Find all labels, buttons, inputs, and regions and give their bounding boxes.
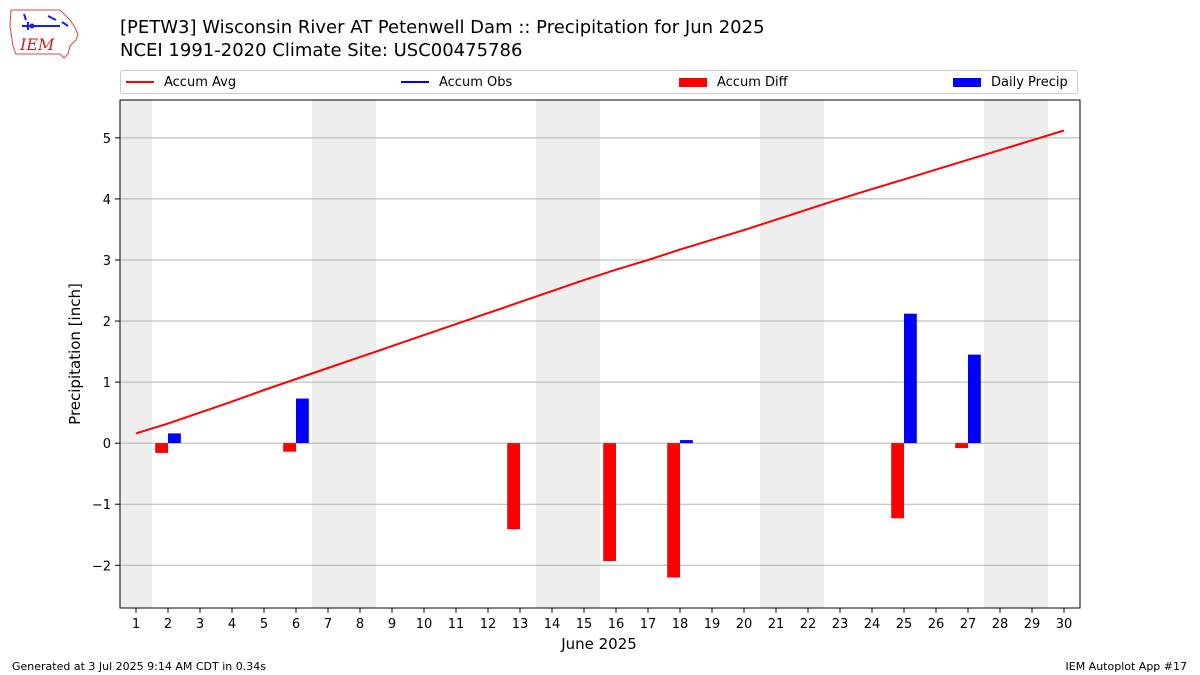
- x-tick-label: 2: [164, 617, 172, 632]
- x-tick-label: 1: [132, 617, 140, 632]
- iem-logo: IEM: [9, 9, 79, 59]
- x-tick-label: 20: [736, 617, 753, 632]
- x-tick-label: 12: [480, 617, 497, 632]
- x-tick-label: 27: [960, 617, 977, 632]
- x-tick-label: 26: [928, 617, 945, 632]
- y-tick-label: 1: [103, 376, 111, 391]
- x-tick-label: 21: [768, 617, 785, 632]
- x-tick-label: 16: [608, 617, 625, 632]
- daily-precip-bar: [296, 398, 309, 444]
- x-tick-label: 17: [640, 617, 657, 632]
- accum-diff-bar: [507, 443, 520, 530]
- accum-diff-bar: [155, 443, 168, 453]
- daily-precip-bar: [168, 433, 181, 444]
- weekend-shade: [568, 100, 600, 608]
- accum-diff-bar: [283, 443, 296, 452]
- daily-precip-bar: [904, 313, 917, 444]
- x-tick-label: 10: [416, 617, 433, 632]
- bars: [155, 313, 981, 578]
- x-tick-label: 5: [260, 617, 268, 632]
- x-tick-label: 25: [896, 617, 913, 632]
- x-tick-label: 7: [324, 617, 332, 632]
- x-tick-label: 23: [832, 617, 849, 632]
- y-tick-label: 4: [103, 193, 111, 208]
- legend-daily-precip-swatch: [953, 77, 981, 87]
- x-tick-label: 18: [672, 617, 689, 632]
- legend-accum-obs: Accum Obs: [401, 71, 512, 93]
- legend-daily-precip: Daily Precip: [953, 71, 1068, 93]
- x-tick-label: 6: [292, 617, 300, 632]
- accum-diff-bar: [667, 443, 680, 578]
- legend-accum-avg: Accum Avg: [126, 71, 236, 93]
- accum-diff-bar: [891, 443, 904, 519]
- x-axis-label: June 2025: [560, 635, 637, 653]
- legend-accum-avg-swatch: [126, 81, 154, 83]
- y-axis-label: Precipitation [inch]: [66, 283, 84, 425]
- weekend-shade: [120, 100, 152, 608]
- x-tick-label: 9: [388, 617, 396, 632]
- y-tick-label: 2: [103, 315, 111, 330]
- chart-title: [PETW3] Wisconsin River AT Petenwell Dam…: [120, 17, 765, 38]
- x-tick-label: 3: [196, 617, 204, 632]
- legend-accum-diff: Accum Diff: [679, 71, 788, 93]
- legend-accum-diff-swatch: [679, 77, 707, 87]
- weather-station-icon: [22, 13, 69, 30]
- legend-accum-diff-label: Accum Diff: [717, 74, 788, 90]
- x-tick-label: 4: [228, 617, 236, 632]
- legend-accum-obs-label: Accum Obs: [439, 74, 513, 90]
- x-tick-label: 8: [356, 617, 364, 632]
- legend-accum-obs-swatch: [401, 81, 429, 83]
- legend-accum-avg-label: Accum Avg: [164, 74, 237, 90]
- y-tick-label: 0: [103, 437, 111, 452]
- x-tick-label: 13: [512, 617, 529, 632]
- weekend-shade: [792, 100, 824, 608]
- logo-text: IEM: [19, 35, 55, 54]
- y-tick-label: −1: [92, 498, 111, 513]
- y-tick-label: 5: [103, 132, 111, 147]
- accum-avg-line: [135, 129, 1065, 435]
- legend-daily-precip-label: Daily Precip: [991, 74, 1068, 90]
- weekend-shade: [1016, 100, 1048, 608]
- x-tick-label: 11: [448, 617, 465, 632]
- chart-subtitle: NCEI 1991-2020 Climate Site: USC00475786: [120, 40, 523, 61]
- accum-diff-bar: [603, 443, 616, 561]
- daily-precip-bar: [680, 440, 693, 444]
- weekend-shade: [536, 100, 568, 608]
- x-tick-label: 24: [864, 617, 881, 632]
- iowa-outline-icon: [9, 9, 79, 59]
- accum-diff-bar: [955, 443, 968, 449]
- weekend-shading: [120, 100, 1048, 608]
- plot-frame: [119, 99, 1081, 609]
- x-tick-label: 19: [704, 617, 721, 632]
- x-tick-label: 29: [1024, 617, 1041, 632]
- footer-generated: Generated at 3 Jul 2025 9:14 AM CDT in 0…: [12, 660, 266, 673]
- y-tick-label: 3: [103, 254, 111, 269]
- y-tick-label: −2: [92, 559, 111, 574]
- x-tick-label: 15: [576, 617, 593, 632]
- footer-app: IEM Autoplot App #17: [1065, 660, 1188, 673]
- x-tick-label: 28: [992, 617, 1009, 632]
- x-tick-label: 22: [800, 617, 817, 632]
- gridlines: [120, 137, 1080, 566]
- weekend-shade: [984, 100, 1016, 608]
- daily-precip-bar: [968, 354, 981, 444]
- accum-avg-line-group: [135, 129, 1065, 435]
- weekend-shade: [760, 100, 792, 608]
- x-tick-label: 30: [1056, 617, 1073, 632]
- x-tick-label: 14: [544, 617, 561, 632]
- legend: Accum Avg Accum Obs Accum Diff Daily Pre…: [120, 70, 1078, 94]
- weekend-shade: [312, 100, 344, 608]
